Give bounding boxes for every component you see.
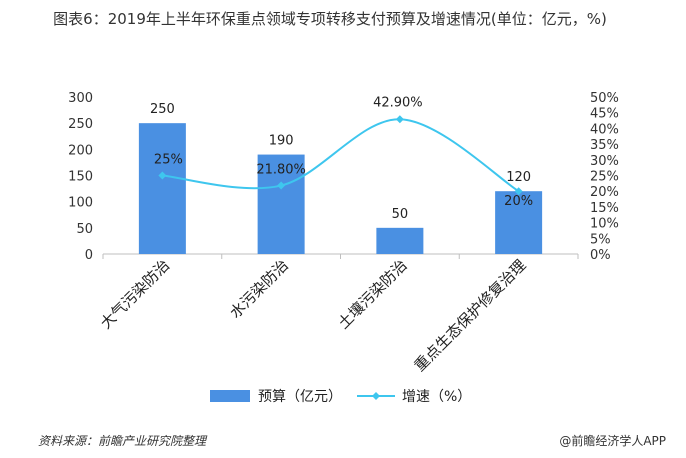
legend-line-marker	[372, 392, 380, 400]
bar	[138, 123, 186, 255]
bar-data-label: 250	[150, 102, 175, 117]
source-note: 资料来源：前瞻产业研究院整理	[38, 434, 207, 448]
legend-line-label: 增速（%）	[402, 389, 471, 405]
line-point	[395, 115, 404, 124]
line-point	[514, 187, 523, 196]
y-left-tick-label: 250	[68, 117, 93, 132]
y-right-tick-label: 35%	[590, 138, 619, 153]
line-data-label: 21.80%	[256, 163, 306, 178]
category-label: 重点生态保护修复治理	[411, 256, 530, 375]
y-right-tick-label: 50%	[590, 91, 619, 106]
y-right-tick-label: 25%	[590, 170, 619, 185]
chart-title: 图表6：2019年上半年环保重点领域专项转移支付预算及增速情况(单位：亿元，%)	[53, 10, 607, 28]
brand-credit: @前瞻经济学人APP	[559, 434, 666, 448]
y-left-tick-label: 150	[68, 170, 93, 185]
legend-bar-swatch	[210, 390, 250, 402]
y-left-tick-label: 300	[68, 91, 93, 106]
y-left-tick-label: 50	[76, 222, 93, 237]
line-point	[277, 181, 286, 190]
bar	[376, 227, 424, 254]
y-right-tick-label: 40%	[590, 122, 619, 137]
legend: 预算（亿元） 增速（%）	[210, 389, 471, 405]
line-data-label: 25%	[154, 153, 183, 168]
bar-data-label: 190	[269, 134, 294, 149]
line-data-label: 42.90%	[373, 95, 423, 110]
y-right-tick-label: 15%	[590, 201, 619, 216]
y-left-tick-label: 0	[85, 248, 93, 263]
legend-bar-label: 预算（亿元）	[258, 389, 342, 405]
bar	[257, 154, 305, 254]
category-labels: 大气污染防治 水污染防治 土壤污染防治 重点生态保护修复治理	[97, 256, 530, 375]
data-labels: 250 190 50 120 25% 21.80% 42.90% 20%	[150, 95, 533, 222]
line-point	[158, 171, 167, 180]
y-left-tick-label: 200	[68, 143, 93, 158]
category-label: 土壤污染防治	[334, 256, 410, 332]
y-right-tick-label: 45%	[590, 107, 619, 122]
bar-series	[138, 123, 543, 255]
bar-data-label: 120	[506, 170, 531, 185]
y-left-tick-label: 100	[68, 196, 93, 211]
y-right-tick-label: 5%	[590, 232, 611, 247]
line-series	[158, 115, 523, 196]
y-right-tick-label: 0%	[590, 248, 611, 263]
category-label: 大气污染防治	[97, 256, 173, 332]
y-right-tick-label: 20%	[590, 185, 619, 200]
y-right-tick-label: 30%	[590, 154, 619, 169]
bar-data-label: 50	[392, 207, 409, 222]
growth-line	[162, 118, 520, 193]
y-right-tick-label: 10%	[590, 217, 619, 232]
line-data-label: 20%	[504, 194, 533, 209]
category-label: 水污染防治	[226, 256, 292, 322]
bar	[495, 191, 543, 254]
